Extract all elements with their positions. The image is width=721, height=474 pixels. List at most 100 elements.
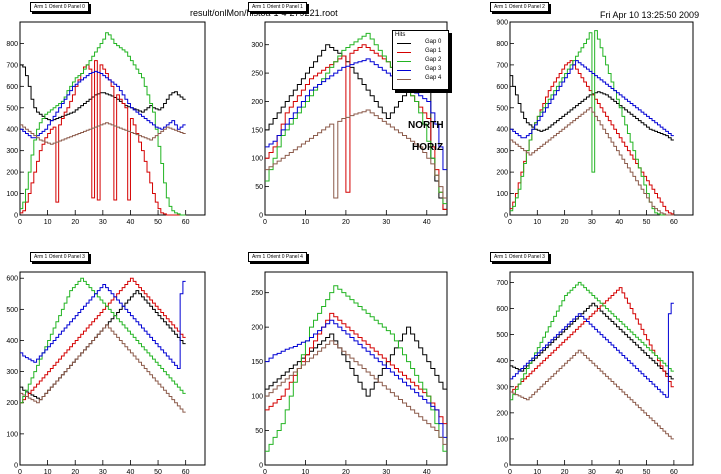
y-tick-label: 600 <box>6 276 18 283</box>
series-gap-1 <box>510 287 674 393</box>
y-tick-label: 700 <box>496 62 508 69</box>
x-tick-label: 10 <box>302 469 310 474</box>
x-tick-label: 30 <box>588 219 596 226</box>
series-gap-3 <box>20 70 186 139</box>
north-label: NORTH <box>408 120 444 131</box>
series-gap-3 <box>510 302 674 398</box>
y-tick-label: 300 <box>496 384 508 391</box>
y-tick-label: 600 <box>496 306 508 313</box>
y-tick-label: 500 <box>496 105 508 112</box>
y-tick-label: 300 <box>496 148 508 155</box>
series-gap-2 <box>265 32 447 205</box>
histogram-panel: 0 10 20 30 40 50 60010020030040050060070080090… <box>496 20 694 226</box>
series-gap-2 <box>265 285 447 452</box>
x-tick-label: 30 <box>99 469 107 474</box>
panel-title: Arm 1 Orient 0 Panel 3 <box>30 252 89 262</box>
y-tick-label: 250 <box>251 71 263 78</box>
legend-title: Hits <box>395 32 406 38</box>
x-tick-label: 40 <box>615 469 623 474</box>
series-gap-2 <box>20 32 186 216</box>
y-tick-label: 100 <box>6 191 18 198</box>
legend-entry: Gap 1 <box>397 48 447 56</box>
x-tick-label: 20 <box>561 469 569 474</box>
y-tick-label: 800 <box>496 41 508 48</box>
series-gap-0 <box>20 64 186 122</box>
legend-label: Gap 0 <box>425 39 442 45</box>
y-tick-label: 500 <box>6 105 18 112</box>
x-tick-label: 60 <box>182 219 190 226</box>
y-tick-label: 250 <box>251 290 263 297</box>
x-tick-label: 30 <box>588 469 596 474</box>
x-tick-label: 50 <box>154 469 162 474</box>
y-tick-label: 400 <box>6 338 18 345</box>
y-tick-label: 300 <box>251 42 263 49</box>
y-tick-label: 700 <box>496 280 508 287</box>
x-tick-label: 60 <box>182 469 190 474</box>
y-tick-label: 0 <box>14 463 18 470</box>
y-tick-label: 900 <box>496 20 508 27</box>
y-tick-label: 300 <box>6 369 18 376</box>
panel-title: Arm 1 Orient 0 Panel 3 <box>490 252 549 262</box>
x-tick-label: 50 <box>643 469 651 474</box>
plot-frame <box>19 21 206 216</box>
legend-swatch <box>397 52 411 53</box>
y-tick-label: 400 <box>6 127 18 134</box>
series-gap-4 <box>510 107 674 216</box>
x-tick-label: 0 <box>263 219 267 226</box>
legend-swatch <box>397 43 411 44</box>
y-tick-label: 150 <box>251 359 263 366</box>
y-tick-label: 100 <box>496 436 508 443</box>
series-gap-4 <box>510 349 674 440</box>
x-tick-label: 40 <box>127 219 135 226</box>
x-tick-label: 60 <box>670 219 678 226</box>
series-gap-0 <box>265 326 447 397</box>
legend: Hits Gap 0 Gap 1 Gap 2 Gap 3 Gap 4 <box>392 30 449 90</box>
series-gap-4 <box>265 340 447 445</box>
y-tick-label: 0 <box>504 463 508 470</box>
y-tick-label: 200 <box>496 410 508 417</box>
legend-label: Gap 3 <box>425 66 442 72</box>
y-tick-label: 0 <box>259 463 263 470</box>
x-tick-label: 10 <box>44 469 52 474</box>
legend-entry: Gap 3 <box>397 66 447 74</box>
file-path-label: result/onlMon/histoa-1-4-279221.root <box>190 8 338 18</box>
x-tick-label: 40 <box>127 469 135 474</box>
x-tick-label: 60 <box>670 469 678 474</box>
plot-frame <box>264 271 448 466</box>
y-tick-label: 200 <box>6 170 18 177</box>
y-tick-label: 0 <box>14 213 18 220</box>
x-tick-label: 0 <box>263 469 267 474</box>
y-tick-label: 600 <box>496 84 508 91</box>
x-tick-label: 30 <box>382 219 390 226</box>
x-tick-label: 30 <box>382 469 390 474</box>
y-tick-label: 200 <box>251 325 263 332</box>
y-tick-label: 200 <box>251 99 263 106</box>
series-gap-2 <box>20 277 186 404</box>
panel-title: Arm 1 Orient 0 Panel 2 <box>490 2 549 12</box>
y-tick-label: 150 <box>251 127 263 134</box>
y-tick-label: 0 <box>504 213 508 220</box>
y-tick-label: 200 <box>6 400 18 407</box>
series-gap-4 <box>20 324 186 413</box>
y-tick-label: 100 <box>251 156 263 163</box>
series-gap-1 <box>20 277 186 404</box>
panel-title: Arm 1 Orient 0 Panel 1 <box>248 2 307 12</box>
y-tick-label: 50 <box>255 184 263 191</box>
x-tick-label: 10 <box>533 469 541 474</box>
series-gap-1 <box>20 60 186 216</box>
series-gap-2 <box>510 281 674 401</box>
y-tick-label: 600 <box>6 84 18 91</box>
y-tick-label: 100 <box>251 394 263 401</box>
series-gap-3 <box>510 60 674 139</box>
timestamp-label: Fri Apr 10 13:25:50 2009 <box>600 10 700 20</box>
legend-entry: Gap 0 <box>397 39 447 47</box>
y-tick-label: 100 <box>6 431 18 438</box>
x-tick-label: 0 <box>508 469 512 474</box>
x-tick-label: 40 <box>423 219 431 226</box>
x-tick-label: 20 <box>71 219 79 226</box>
series-gap-4 <box>265 109 447 199</box>
